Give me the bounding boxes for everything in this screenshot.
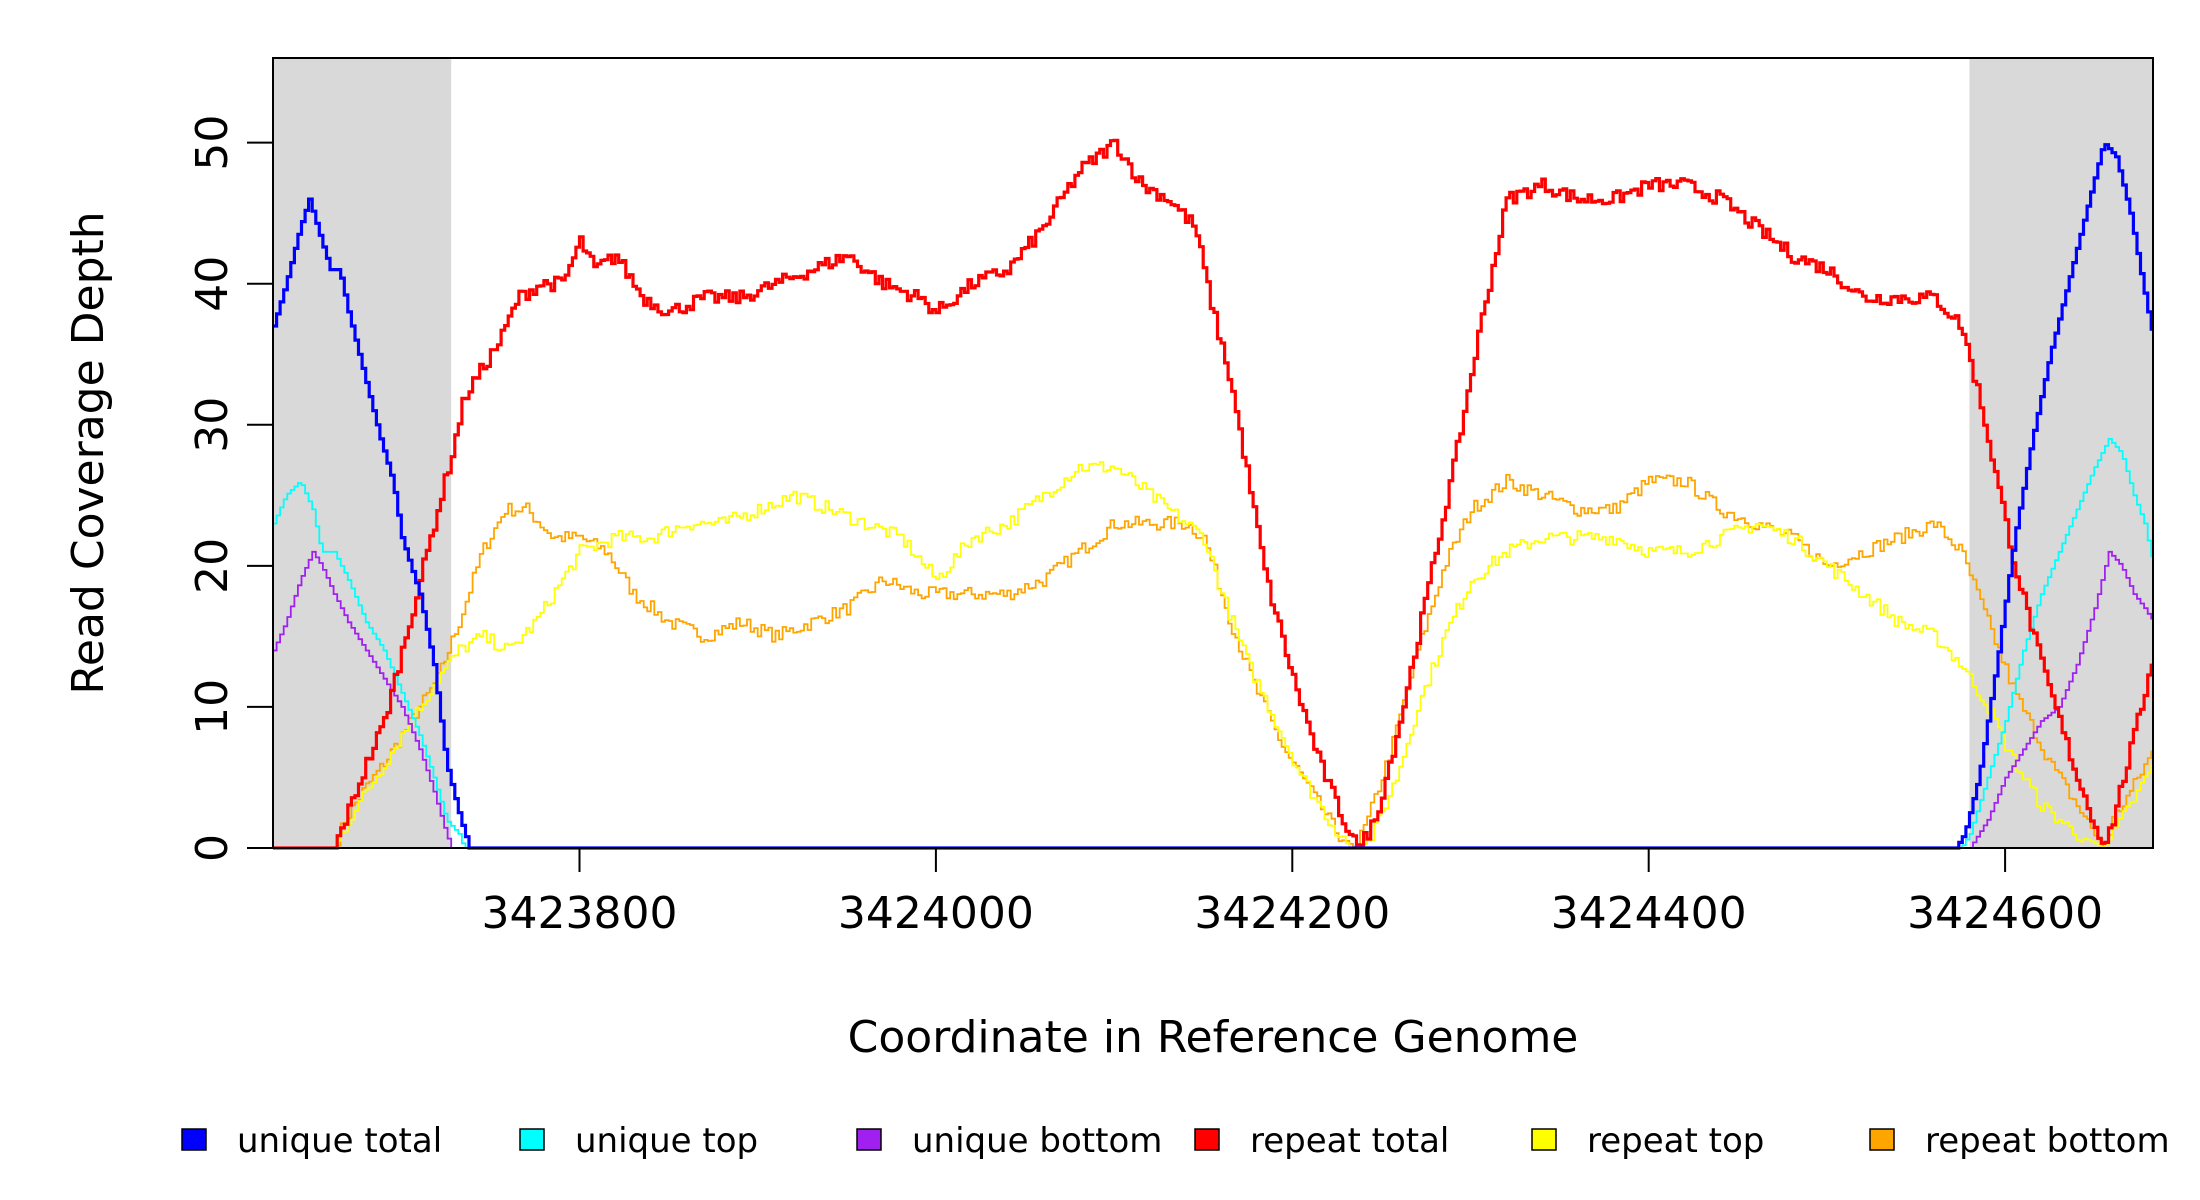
shaded-region-0 [273, 58, 452, 848]
series-line-repeat-top [273, 461, 2153, 849]
legend-swatch-unique-total [181, 1128, 207, 1151]
plot-frame [272, 57, 2154, 849]
series-line-unique-top [273, 438, 2153, 849]
x-tick-label: 3424200 [1194, 888, 1390, 939]
legend-swatch-repeat-bottom [1869, 1128, 1895, 1151]
y-tick-label: 40 [187, 256, 238, 312]
legend-swatch-repeat-top [1531, 1128, 1557, 1151]
series-line-unique-total [273, 143, 2153, 850]
y-tick-label: 10 [187, 679, 238, 735]
y-tick-label: 20 [187, 538, 238, 594]
x-tick-label: 3424000 [838, 888, 1034, 939]
x-tick-label: 3424600 [1907, 888, 2103, 939]
y-axis-title: Read Coverage Depth [63, 211, 114, 694]
legend-swatch-repeat-total [1194, 1128, 1220, 1151]
legend-label: repeat top [1587, 1121, 1764, 1161]
x-axis: 3423800 3424000 3424200 3424400 3424600 [482, 848, 2103, 939]
series-lines [273, 138, 2153, 850]
y-tick-label: 30 [187, 397, 238, 453]
y-tick-label: 0 [187, 834, 238, 862]
legend-label: unique top [575, 1121, 758, 1161]
series-line-repeat-total [273, 138, 2153, 850]
legend-label: unique bottom [912, 1121, 1162, 1161]
legend-swatch-unique-top [519, 1128, 545, 1151]
x-tick-label: 3423800 [482, 888, 678, 939]
legend-swatch-unique-bottom [856, 1128, 882, 1151]
y-tick-label: 50 [187, 115, 238, 171]
x-axis-title: Coordinate in Reference Genome [848, 1012, 1579, 1063]
y-axis: 0 10 20 30 40 50 [187, 115, 273, 862]
shaded-regions [273, 58, 2153, 848]
legend-label: unique total [237, 1121, 442, 1161]
series-line-repeat-bottom [273, 474, 2153, 849]
legend-label: repeat bottom [1925, 1121, 2170, 1161]
legend-label: repeat total [1250, 1121, 1449, 1161]
x-tick-label: 3424400 [1551, 888, 1747, 939]
legend: unique total unique top unique bottom repea… [181, 1121, 2170, 1161]
